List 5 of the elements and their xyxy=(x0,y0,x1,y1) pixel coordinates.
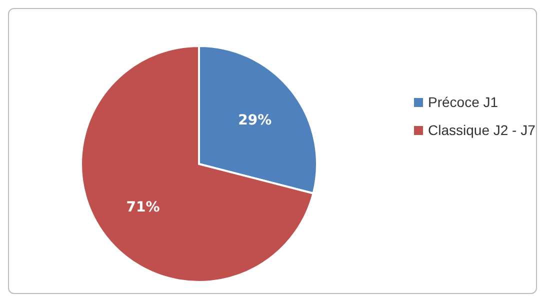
pie-slice xyxy=(80,45,314,283)
data-label: 71% xyxy=(126,199,160,216)
legend-label: Précoce J1 xyxy=(428,94,498,110)
legend-label: Classique J2 - J7 xyxy=(428,122,536,138)
data-label: 29% xyxy=(238,112,272,129)
